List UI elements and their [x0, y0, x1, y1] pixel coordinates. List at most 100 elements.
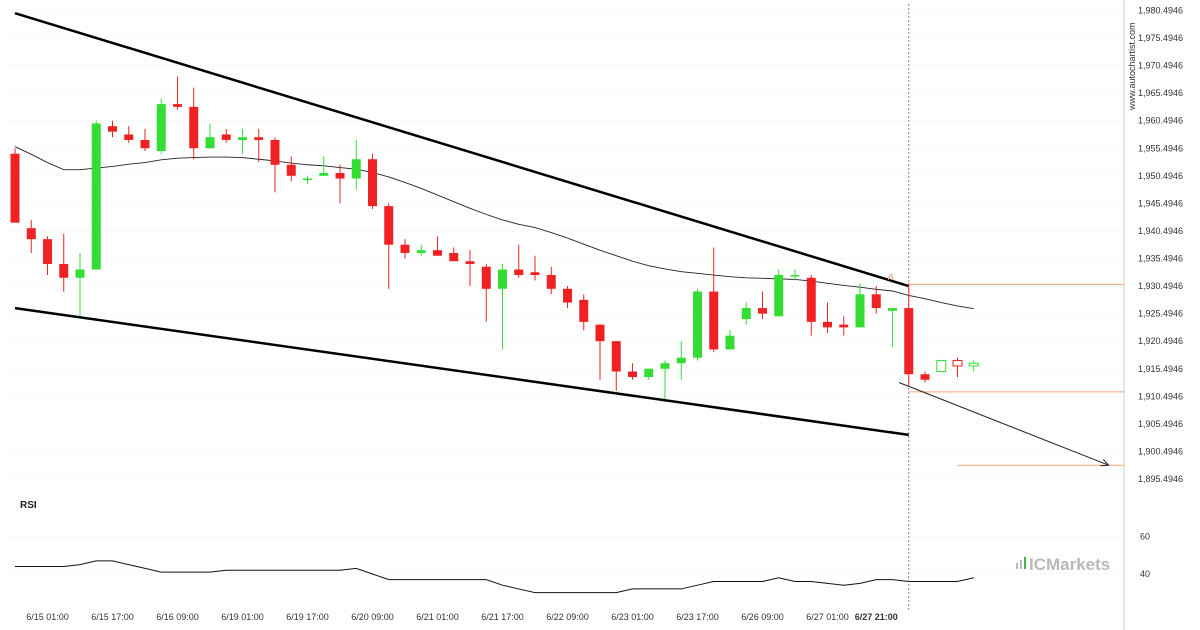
- candle: [774, 269, 784, 317]
- candle-body: [26, 228, 36, 240]
- candle-body: [611, 341, 621, 372]
- candle-body: [514, 269, 524, 276]
- y-tick-label: 1,895.4946: [1138, 474, 1183, 484]
- levels: [908, 283, 1124, 466]
- x-tick-label: 6/21 17:00: [481, 612, 524, 622]
- candle-body: [952, 359, 963, 367]
- rsi-tick-label: 60: [1140, 532, 1150, 542]
- y-tick-label: 1,950.4946: [1138, 171, 1183, 181]
- candle: [660, 360, 670, 400]
- candle-body: [416, 250, 426, 253]
- candle-body: [660, 363, 670, 369]
- candle-body: [10, 153, 20, 223]
- candle-body: [238, 137, 247, 140]
- brand-text-right: Markets: [1046, 555, 1110, 574]
- candle: [758, 291, 767, 320]
- candle: [514, 244, 524, 278]
- support-line: [14, 306, 909, 437]
- pattern-marker: A: [888, 272, 894, 282]
- candle: [368, 153, 377, 209]
- candle-body: [774, 275, 784, 317]
- candle: [286, 156, 296, 182]
- candle-body: [75, 269, 85, 278]
- candle: [968, 360, 979, 372]
- candle-body: [189, 106, 199, 149]
- x-tick-label: 6/15 17:00: [91, 612, 134, 622]
- y-tick-label: 1,935.4946: [1138, 254, 1183, 264]
- candle-body: [59, 263, 69, 278]
- candle: [498, 263, 507, 350]
- candle-body: [741, 308, 751, 320]
- candle: [546, 266, 556, 295]
- y-tick-label: 1,940.4946: [1138, 226, 1183, 236]
- x-tick-label: 6/16 09:00: [156, 612, 199, 622]
- candle: [465, 250, 475, 287]
- x-axis: 6/15 01:00 6/15 17:00 6/16 09:00 6/19 01:00…: [26, 612, 898, 622]
- candle-body: [855, 294, 865, 328]
- candle-body: [156, 104, 166, 151]
- candle-body: [920, 374, 930, 380]
- candle-body: [286, 164, 296, 176]
- candle-body: [563, 288, 572, 303]
- y-tick-label: 1,970.4946: [1138, 61, 1183, 71]
- candle-body: [888, 308, 897, 311]
- candle: [709, 247, 719, 353]
- candle-body: [335, 173, 345, 179]
- candle: [124, 126, 134, 143]
- candle-body: [628, 371, 637, 377]
- candle-body: [579, 299, 589, 322]
- candle: [888, 308, 897, 347]
- candle-body: [968, 362, 979, 367]
- candle-body: [433, 250, 442, 256]
- candle: [741, 302, 751, 325]
- candle: [351, 139, 361, 190]
- candle-body: [465, 261, 475, 264]
- forecast-arrow: [898, 382, 1110, 467]
- candle-body: [400, 244, 410, 253]
- candle: [920, 371, 930, 383]
- y-tick-label: 1,905.4946: [1138, 419, 1183, 429]
- candle-body: [303, 178, 312, 181]
- x-tick-label: 6/19 17:00: [286, 612, 329, 622]
- candle: [91, 120, 101, 270]
- candle: [871, 286, 881, 314]
- candle: [449, 247, 459, 262]
- candle-body: [595, 324, 605, 342]
- candle: [725, 330, 735, 350]
- candle: [563, 286, 572, 309]
- candle: [481, 263, 491, 322]
- y-tick-label: 1,915.4946: [1138, 364, 1183, 374]
- brand-text-left: IC: [1029, 555, 1046, 574]
- y-tick-label: 1,965.4946: [1138, 88, 1183, 98]
- candle: [384, 203, 394, 289]
- y-tick-label: 1,975.4946: [1138, 33, 1183, 43]
- candle-body: [709, 291, 719, 350]
- candle-body: [481, 266, 491, 289]
- candle-body: [725, 335, 735, 350]
- watermark-text: www.autochartist.com: [1127, 22, 1137, 111]
- brand-text: ICMarkets: [1029, 555, 1110, 574]
- candle: [530, 255, 540, 281]
- x-tick-label: 6/27 21:00: [855, 612, 898, 622]
- x-tick-label: 6/21 01:00: [416, 612, 459, 622]
- candle-body: [644, 368, 654, 377]
- candle: [579, 294, 589, 331]
- candle: [904, 283, 914, 386]
- rsi-line: [15, 560, 974, 594]
- candle: [433, 236, 442, 256]
- grid: [8, 10, 1124, 480]
- candle: [156, 98, 166, 154]
- candle-body: [449, 252, 459, 262]
- candle: [416, 244, 426, 256]
- candle: [238, 128, 247, 154]
- candle: [189, 87, 199, 160]
- candle-body: [221, 134, 231, 140]
- candle-body: [173, 104, 182, 107]
- candle: [319, 156, 329, 176]
- candle-body: [351, 159, 361, 179]
- candle: [693, 288, 702, 361]
- y-tick-label: 1,900.4946: [1138, 446, 1183, 456]
- candle-body: [91, 123, 101, 270]
- candle: [676, 341, 686, 380]
